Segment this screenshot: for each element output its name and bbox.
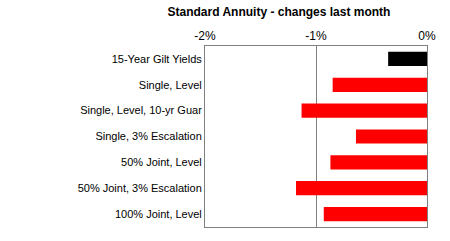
svg-text:-1%: -1%	[305, 29, 327, 43]
svg-text:0%: 0%	[418, 29, 436, 43]
svg-text:50% Joint, Level: 50% Joint, Level	[121, 156, 202, 168]
svg-text:15-Year Gilt Yields: 15-Year Gilt Yields	[112, 53, 203, 65]
svg-text:Single, Level, 10-yr Guar: Single, Level, 10-yr Guar	[80, 104, 202, 116]
svg-text:100% Joint, Level: 100% Joint, Level	[115, 208, 202, 220]
svg-text:-2%: -2%	[194, 29, 216, 43]
svg-text:Single, 3% Escalation: Single, 3% Escalation	[95, 130, 201, 142]
svg-text:Standard Annuity - changes las: Standard Annuity - changes last month	[168, 5, 391, 19]
svg-text:Single, Level: Single, Level	[139, 79, 202, 91]
svg-text:50% Joint, 3% Escalation: 50% Joint, 3% Escalation	[78, 182, 202, 194]
